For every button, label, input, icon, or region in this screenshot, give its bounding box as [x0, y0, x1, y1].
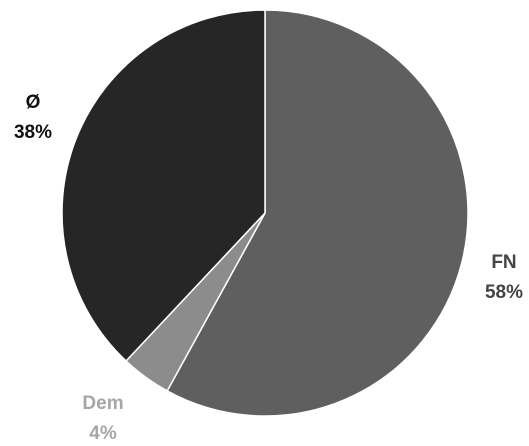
slice-label-name: Ø — [26, 92, 41, 113]
slice-label-value: 38% — [14, 122, 52, 143]
pie-slice-none — [61, 9, 266, 363]
slice-label-name: FN — [491, 252, 516, 273]
pie-slices — [61, 9, 469, 417]
slice-label-value: 58% — [485, 282, 523, 303]
pie-slice-fn — [166, 9, 469, 417]
pie-labels: FN 58% Dem 4% Ø 38% — [14, 92, 523, 444]
slice-label-value: 4% — [89, 423, 117, 444]
slice-label-name: Dem — [82, 393, 123, 414]
